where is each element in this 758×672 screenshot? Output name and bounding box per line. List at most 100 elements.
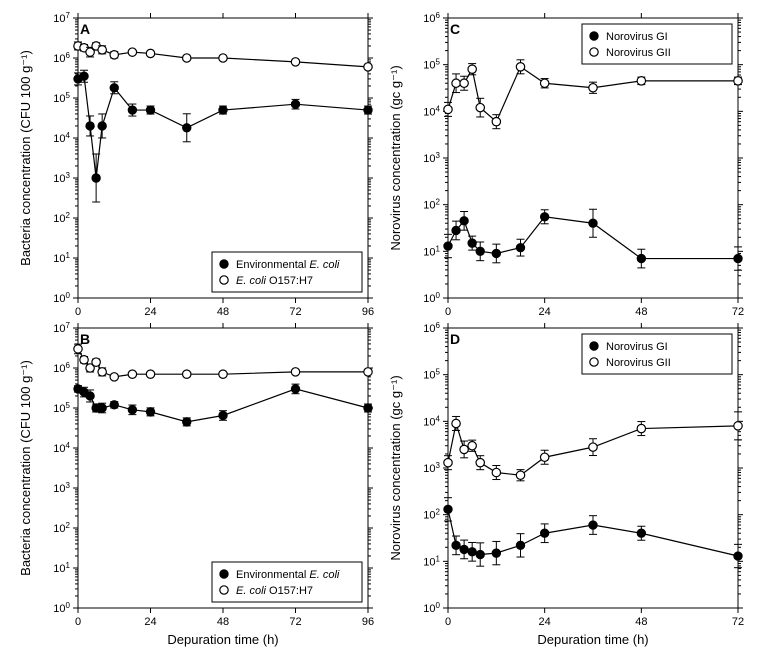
point (98, 122, 106, 130)
point (637, 529, 645, 537)
svg-text:100: 100 (423, 291, 440, 306)
point (74, 345, 82, 353)
point (364, 368, 372, 376)
svg-text:103: 103 (423, 151, 440, 166)
point (589, 521, 597, 529)
legend-label: Norovirus GII (606, 357, 671, 369)
point (476, 247, 484, 255)
point (637, 254, 645, 262)
svg-text:48: 48 (217, 616, 229, 628)
point (146, 408, 154, 416)
point (92, 358, 100, 366)
point (110, 84, 118, 92)
point (364, 63, 372, 71)
point (291, 385, 299, 393)
point (110, 401, 118, 409)
svg-text:105: 105 (53, 91, 70, 106)
point (92, 174, 100, 182)
svg-text:106: 106 (53, 51, 70, 66)
point (589, 84, 597, 92)
legend-label: Norovirus GII (606, 47, 671, 59)
point (452, 226, 460, 234)
point (183, 418, 191, 426)
point (637, 77, 645, 85)
svg-text:0: 0 (75, 616, 81, 628)
svg-text:105: 105 (423, 367, 440, 382)
legend-label: Norovirus GI (606, 341, 668, 353)
point (589, 443, 597, 451)
point (219, 370, 227, 378)
svg-text:48: 48 (217, 306, 229, 318)
point (219, 54, 227, 62)
svg-text:101: 101 (423, 244, 440, 258)
figure-svg: 100 101 102 103 104 105 106 107 0 24 48 72 96 A Bacter… (0, 0, 758, 667)
svg-text:C: C (450, 21, 460, 37)
point (183, 124, 191, 132)
svg-text:72: 72 (289, 306, 301, 318)
point (146, 49, 154, 57)
legend-label: Norovirus GI (606, 31, 668, 43)
point (734, 552, 742, 560)
svg-text:Bacteria concentration (CFU 10: Bacteria concentration (CFU 100 g⁻¹) (18, 360, 33, 576)
point (734, 77, 742, 85)
point (540, 79, 548, 87)
legend-label: Environmental E. coli (236, 259, 340, 271)
point (364, 106, 372, 114)
svg-text:107: 107 (53, 11, 70, 26)
point (110, 373, 118, 381)
point (468, 442, 476, 450)
point (516, 243, 524, 251)
svg-text:102: 102 (53, 211, 70, 226)
svg-text:103: 103 (53, 481, 70, 496)
point (444, 105, 452, 113)
svg-text:48: 48 (635, 616, 647, 628)
svg-text:105: 105 (423, 57, 440, 72)
point (444, 242, 452, 250)
point (86, 392, 94, 400)
series-norovirus-gii (448, 67, 738, 122)
point (80, 356, 88, 364)
svg-text:72: 72 (732, 616, 744, 628)
point (540, 213, 548, 221)
svg-text:Bacteria concentration (CFU 10: Bacteria concentration (CFU 100 g⁻¹) (18, 50, 33, 266)
point (219, 106, 227, 114)
point (516, 541, 524, 549)
series-env-ecoli (78, 76, 368, 178)
svg-text:103: 103 (53, 171, 70, 186)
point (146, 370, 154, 378)
point (183, 54, 191, 62)
svg-text:48: 48 (635, 306, 647, 318)
svg-text:72: 72 (289, 616, 301, 628)
svg-text:100: 100 (423, 601, 440, 616)
point (492, 549, 500, 557)
svg-text:106: 106 (423, 321, 440, 336)
point (468, 239, 476, 247)
svg-text:Norovirus concentration (gc g⁻: Norovirus concentration (gc g⁻¹) (388, 65, 403, 250)
panel-A: 100101102103104105106107024487296ABacter… (18, 11, 374, 319)
svg-text:106: 106 (423, 11, 440, 26)
point (492, 249, 500, 257)
svg-text:24: 24 (144, 306, 156, 318)
svg-text:104: 104 (53, 441, 70, 456)
point (516, 471, 524, 479)
svg-text:A: A (80, 21, 90, 37)
svg-text:96: 96 (362, 616, 374, 628)
svg-text:105: 105 (53, 401, 70, 416)
point (460, 217, 468, 225)
point (460, 79, 468, 87)
point (86, 122, 94, 130)
point (476, 550, 484, 558)
point (146, 106, 154, 114)
point (183, 370, 191, 378)
svg-text:24: 24 (144, 616, 156, 628)
point (476, 103, 484, 111)
svg-text:0: 0 (75, 306, 81, 318)
svg-text:100: 100 (53, 601, 70, 616)
point (492, 468, 500, 476)
svg-text:102: 102 (423, 507, 440, 522)
point (452, 541, 460, 549)
point (128, 48, 136, 56)
point (98, 404, 106, 412)
point (110, 51, 118, 59)
svg-text:103: 103 (423, 461, 440, 476)
